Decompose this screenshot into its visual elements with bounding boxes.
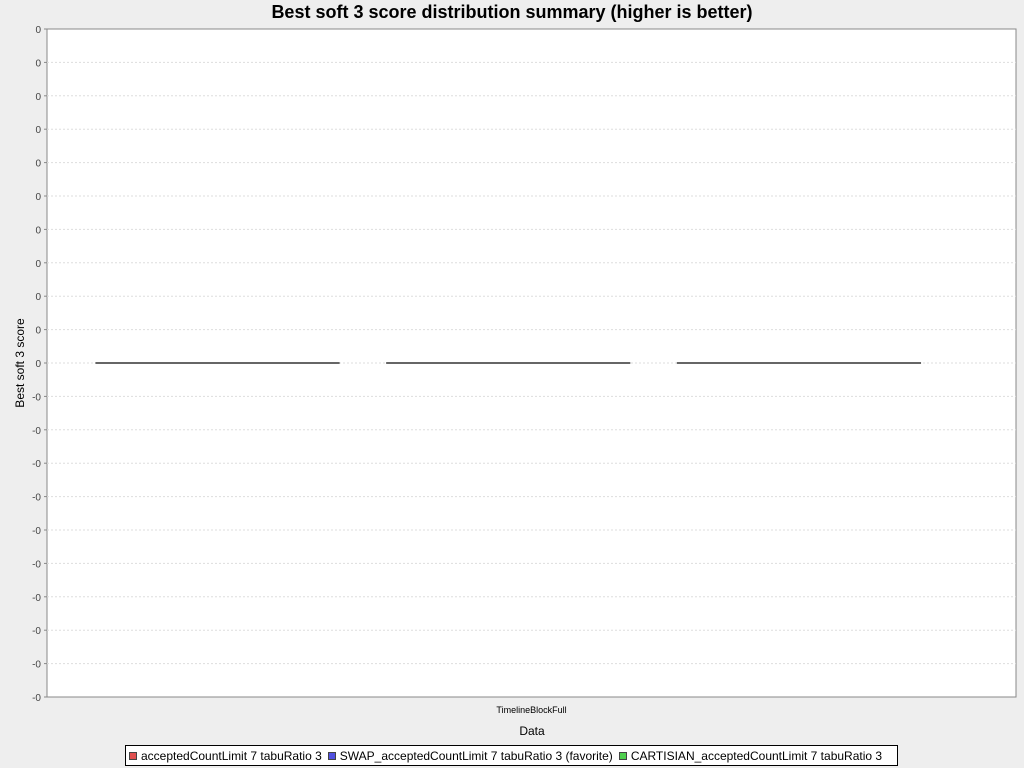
y-tick-label: 0 [35,259,41,270]
y-tick-label: 0 [35,92,41,103]
legend-item: SWAP_acceptedCountLimit 7 tabuRatio 3 (f… [327,748,613,763]
legend-swatch [618,751,627,760]
y-axis-label: Best soft 3 score [13,318,27,408]
y-tick-label: 0 [35,192,41,203]
y-tick-label: -0 [32,459,41,470]
legend-item: CARTISIAN_acceptedCountLimit 7 tabuRatio… [618,748,883,763]
chart-title: Best soft 3 score distribution summary (… [271,2,753,22]
y-tick-label: -0 [32,559,41,570]
y-axis-ticks: 0 0 0 0 0 0 0 0 0 0 0 -0 -0 -0 -0 -0 -0 -0 -0 -0 -0 [32,25,47,704]
x-tick-label: TimelineBlockFull [496,705,566,715]
y-tick-label: 0 [35,225,41,236]
box-plot: 0 0 0 0 0 0 0 0 0 0 0 -0 -0 -0 -0 -0 -0 -0 -0 -0 -0 Timeline… [13,25,1017,738]
legend-swatch [327,751,336,760]
y-tick-label: 0 [35,326,41,337]
y-tick-label: 0 [35,58,41,69]
legend-label: CARTISIAN_acceptedCountLimit 7 tabuRatio… [630,748,883,763]
y-tick-label: 0 [35,159,41,170]
y-tick-label: -0 [32,660,41,671]
legend-item: acceptedCountLimit 7 tabuRatio 3 [129,749,322,763]
legend: acceptedCountLimit 7 tabuRatio 3 SWAP_acc… [125,745,898,766]
y-tick-label: -0 [32,392,41,403]
legend-label: SWAP_acceptedCountLimit 7 tabuRatio 3 (f… [339,748,613,763]
y-tick-label: 0 [35,292,41,303]
legend-swatch [129,751,137,760]
y-tick-label: -0 [32,426,41,437]
x-axis-label: Data [519,724,545,738]
y-tick-label: 0 [35,25,41,36]
y-tick-label: -0 [32,493,41,504]
legend-label: acceptedCountLimit 7 tabuRatio 3 [141,748,322,763]
y-tick-label: -0 [32,693,41,704]
y-tick-label: -0 [32,626,41,637]
y-tick-label: 0 [35,125,41,136]
y-tick-label: -0 [32,526,41,537]
y-tick-label: -0 [32,593,41,604]
y-tick-label: 0 [35,359,41,370]
x-axis-ticks: TimelineBlockFull [496,705,566,715]
